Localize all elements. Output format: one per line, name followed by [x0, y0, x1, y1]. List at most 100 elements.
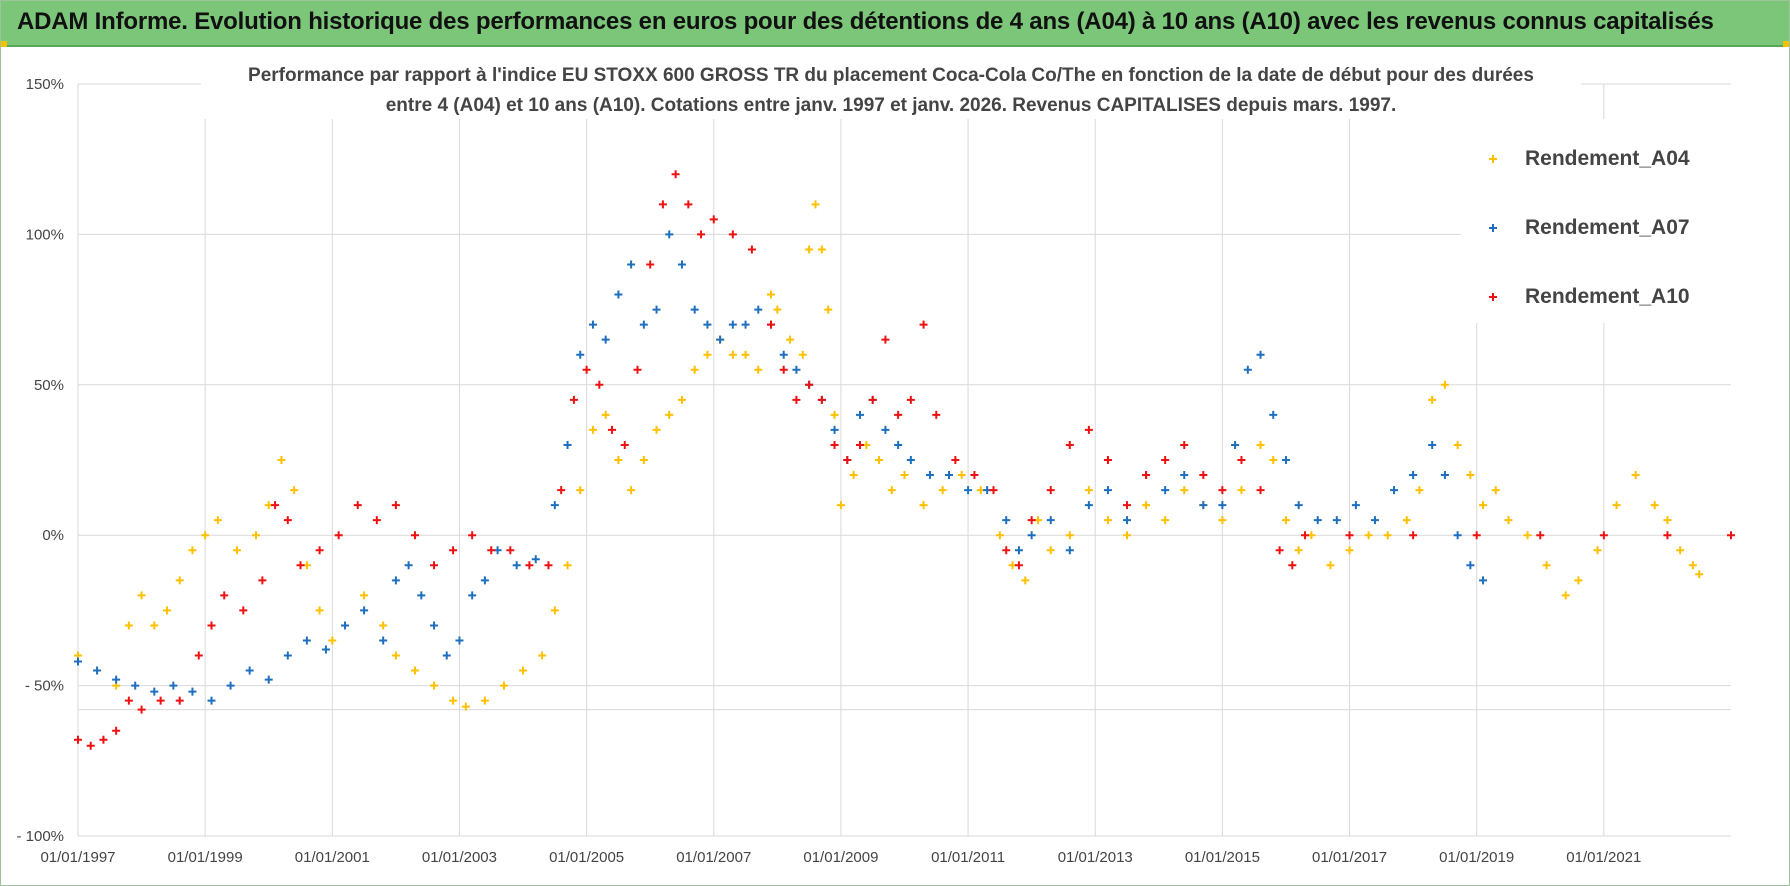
data-point-cross: [1046, 486, 1055, 495]
data-point-cross: [232, 546, 241, 555]
data-point-cross: [283, 651, 292, 660]
data-point-cross: [137, 591, 146, 600]
data-point-cross: [207, 696, 216, 705]
data-point-cross: [766, 320, 775, 329]
legend-label: Rendement_A10: [1525, 285, 1690, 308]
data-point-cross: [449, 546, 458, 555]
data-point-cross: [601, 410, 610, 419]
data-point-cross: [995, 531, 1004, 540]
data-point-cross: [887, 486, 896, 495]
data-point-cross: [417, 591, 426, 600]
data-point-cross: [747, 245, 756, 254]
data-point-cross: [1142, 501, 1151, 510]
data-point-cross: [697, 230, 706, 239]
data-point-cross: [99, 735, 108, 744]
legend-entry-rendement-a10: Rendement_A10: [1489, 285, 1690, 308]
data-point-cross: [1440, 380, 1449, 389]
data-point-cross: [576, 486, 585, 495]
data-point-cross: [296, 561, 305, 570]
data-point-cross: [404, 561, 413, 570]
data-point-cross: [900, 471, 909, 480]
banner: ADAM Informe. Evolution historique des p…: [1, 1, 1789, 47]
data-point-cross: [188, 687, 197, 696]
data-point-cross: [830, 440, 839, 449]
data-point-cross: [563, 561, 572, 570]
chart-title-line-1: Performance par rapport à l'indice EU ST…: [248, 65, 1534, 86]
x-tick-label: 01/01/2005: [549, 849, 624, 866]
data-point-cross: [608, 425, 617, 434]
data-points: [74, 170, 1735, 750]
data-point-cross: [620, 440, 629, 449]
data-point-cross: [538, 651, 547, 660]
data-point-cross: [646, 260, 655, 269]
data-point-cross: [1663, 516, 1672, 525]
data-point-cross: [302, 636, 311, 645]
data-point-cross: [1409, 531, 1418, 540]
data-point-cross: [188, 546, 197, 555]
data-point-cross: [964, 486, 973, 495]
y-tick-label: - 100%: [16, 828, 64, 845]
data-point-cross: [341, 621, 350, 630]
data-point-cross: [1180, 486, 1189, 495]
data-point-cross: [201, 531, 210, 540]
data-point-cross: [938, 486, 947, 495]
x-tick-label: 01/01/2003: [422, 849, 497, 866]
data-point-cross: [588, 425, 597, 434]
data-point-cross: [805, 245, 814, 254]
data-point-cross: [124, 696, 133, 705]
x-axis-labels: 01/01/1997 01/01/1999 01/01/2001 01/01/2003…: [40, 849, 1641, 866]
data-point-cross: [391, 576, 400, 585]
data-point-cross: [563, 440, 572, 449]
data-point-cross: [881, 425, 890, 434]
banner-title: ADAM Informe. Evolution historique des p…: [17, 8, 1714, 35]
data-point-cross: [1014, 546, 1023, 555]
data-point-cross: [894, 410, 903, 419]
data-point-cross: [480, 696, 489, 705]
chart-title-line-2: entre 4 (A04) et 10 ans (A10). Cotations…: [386, 95, 1397, 116]
x-tick-label: 01/01/2021: [1566, 849, 1641, 866]
data-point-cross: [1599, 531, 1608, 540]
data-point-cross: [932, 410, 941, 419]
data-point-cross: [690, 305, 699, 314]
data-point-cross: [93, 666, 102, 675]
data-point-cross: [557, 486, 566, 495]
legend: Rendement_A04 Rendement_A07 Rendement_A10: [1461, 119, 1737, 323]
data-point-cross: [112, 726, 121, 735]
data-point-cross: [627, 260, 636, 269]
data-point-cross: [824, 305, 833, 314]
data-point-cross: [290, 486, 299, 495]
data-point-cross: [1281, 456, 1290, 464]
data-point-cross: [779, 350, 788, 359]
data-point-cross: [1065, 440, 1074, 449]
data-point-cross: [175, 576, 184, 585]
data-point-cross: [1504, 516, 1513, 525]
legend-entry-rendement-a04: Rendement_A04: [1489, 147, 1690, 170]
y-tick-label: 0%: [42, 527, 64, 544]
data-point-cross: [1383, 531, 1392, 540]
data-point-cross: [652, 305, 661, 314]
data-point-cross: [1688, 561, 1697, 570]
data-point-cross: [830, 425, 839, 434]
data-point-cross: [1676, 546, 1685, 555]
data-point-cross: [1142, 471, 1151, 480]
data-point-cross: [1345, 546, 1354, 555]
data-point-cross: [569, 395, 578, 404]
data-point-cross: [1440, 471, 1449, 480]
y-tick-label: 100%: [26, 226, 64, 243]
data-point-cross: [480, 576, 489, 585]
data-point-cross: [550, 606, 559, 615]
data-point-cross: [410, 666, 419, 675]
data-point-cross: [1542, 561, 1551, 570]
data-point-cross: [169, 681, 178, 690]
data-point-cross: [1256, 486, 1265, 495]
data-point-cross: [1313, 516, 1322, 525]
data-point-cross: [1237, 456, 1246, 464]
data-point-cross: [728, 320, 737, 329]
data-point-cross: [779, 365, 788, 374]
x-tick-label: 01/01/2011: [931, 849, 1005, 866]
data-point-cross: [677, 260, 686, 269]
legend-label: Rendement_A07: [1525, 216, 1690, 239]
data-point-cross: [112, 675, 121, 684]
data-point-cross: [150, 621, 159, 630]
data-point-cross: [881, 335, 890, 344]
